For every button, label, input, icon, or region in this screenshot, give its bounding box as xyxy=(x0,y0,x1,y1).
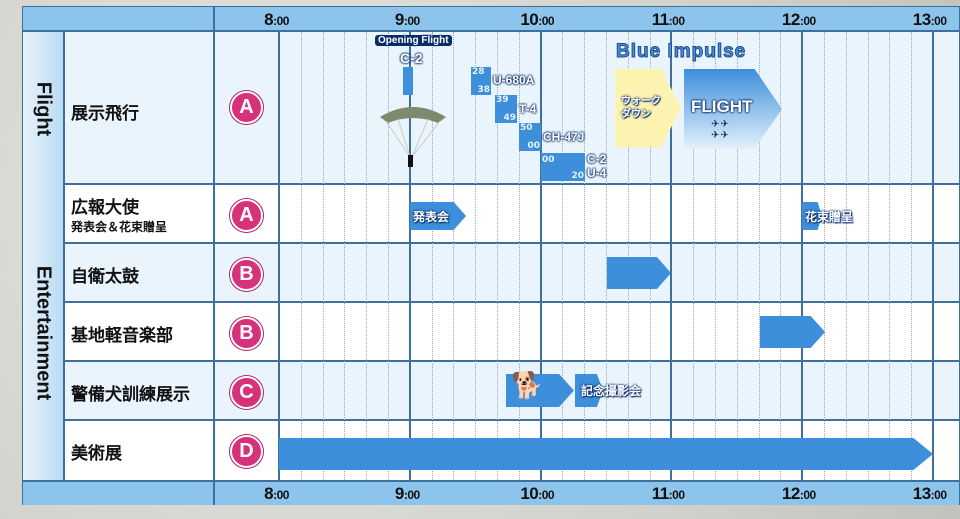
footer-time-label: 10:00 xyxy=(520,484,555,503)
hour-line xyxy=(932,32,934,480)
ten-minute-line xyxy=(758,32,760,480)
row-label: 展示飛行 xyxy=(71,104,139,124)
hour-line xyxy=(539,32,542,480)
footer-time-bar xyxy=(23,480,959,505)
ten-minute-line xyxy=(562,32,564,480)
art-exhibit-arrow xyxy=(279,438,933,470)
ten-minute-line xyxy=(627,32,629,480)
hour-line xyxy=(670,32,673,480)
area-badge: B xyxy=(230,317,263,350)
plane-label: U-4 xyxy=(587,166,607,180)
divider xyxy=(213,7,215,505)
slot-ch47j: 50 00 xyxy=(519,123,541,151)
area-badge: D xyxy=(230,435,263,468)
area-badge: C xyxy=(230,376,263,409)
bouquet-label: 花束贈呈 xyxy=(805,210,854,224)
jets-icon: ✈✈ ✈✈ xyxy=(711,119,730,141)
ten-minute-line xyxy=(388,32,389,480)
walkdown-label: ウォーク ダウン xyxy=(621,96,661,120)
ten-minute-line xyxy=(845,32,847,480)
bouquet-arrow xyxy=(802,202,822,230)
ten-minute-line xyxy=(867,32,869,480)
hour-line xyxy=(278,32,280,480)
header-time-label: 8:00 xyxy=(264,10,289,29)
plane-label: U-680A xyxy=(493,73,535,87)
announcement-arrow xyxy=(410,202,466,230)
dog-demo-arrow xyxy=(506,374,574,407)
ten-minute-line xyxy=(889,32,891,480)
row-flight-display xyxy=(23,32,959,185)
flight-label: FLIGHT xyxy=(691,97,753,116)
slot-c2-u4: 00 20 xyxy=(541,153,585,181)
slot-u680a: 28 38 xyxy=(471,67,491,95)
ten-minute-line xyxy=(780,32,782,480)
slot-t4: 39 49 xyxy=(495,95,517,123)
ten-minute-line xyxy=(300,32,302,480)
area-badge: A xyxy=(230,199,263,232)
footer-time-label: 13:00 xyxy=(912,484,947,503)
dog-icon: 🐕 xyxy=(511,371,544,401)
row-label: 警備犬訓練展示 xyxy=(71,385,190,405)
area-badge: B xyxy=(230,258,263,291)
footer-time-label: 12:00 xyxy=(781,484,816,503)
opening-plane-label: C-2 xyxy=(400,50,423,66)
ten-minute-line xyxy=(911,32,913,480)
area-badge: A xyxy=(230,91,263,124)
footer-time-label: 11:00 xyxy=(651,484,685,503)
hour-line xyxy=(408,32,411,480)
hour-line xyxy=(801,32,804,480)
header-time-label: 10:00 xyxy=(520,10,555,29)
plane-label: T-4 xyxy=(519,102,537,116)
ten-minute-line xyxy=(715,32,716,480)
ten-minute-line xyxy=(366,32,368,480)
header-time-label: 13:00 xyxy=(912,10,947,29)
ten-minute-line xyxy=(824,32,825,480)
ten-minute-line xyxy=(518,32,520,480)
announcement-label: 発表会 xyxy=(413,210,450,224)
header-time-bar xyxy=(23,7,959,32)
row-label: 美術展 xyxy=(71,444,122,464)
header-time-label: 9:00 xyxy=(394,10,420,29)
photo-arrow xyxy=(575,374,603,407)
header-time-label: 11:00 xyxy=(651,10,685,29)
category-flight: Flight xyxy=(23,32,65,185)
ten-minute-line xyxy=(736,32,738,480)
plane-label: C-2 xyxy=(587,152,607,166)
row-label: 基地軽音楽部 xyxy=(71,326,173,346)
ten-minute-line xyxy=(431,32,433,480)
header-time-label: 12:00 xyxy=(781,10,816,29)
row-label: 自衛太鼓 xyxy=(71,267,139,287)
row-taiko xyxy=(23,244,959,303)
ten-minute-line xyxy=(649,32,651,480)
ten-minute-line xyxy=(475,32,477,480)
schedule-table: Flight Entertainment 8:00 8:00 9:00 9:00 10:… xyxy=(22,6,960,505)
ten-minute-line xyxy=(344,32,346,480)
ten-minute-line xyxy=(606,32,607,480)
opening-flight-bar xyxy=(403,67,413,95)
plane-label: CH-47J xyxy=(543,130,585,144)
opening-flight-label: Opening Flight xyxy=(375,35,452,46)
ten-minute-line xyxy=(322,32,324,480)
ten-minute-line xyxy=(453,32,455,480)
footer-time-label: 8:00 xyxy=(264,484,289,503)
footer-time-label: 9:00 xyxy=(394,484,420,503)
taiko-arrow xyxy=(607,257,671,289)
blue-impulse-title: Blue Impulse xyxy=(615,41,747,63)
band-arrow xyxy=(760,316,825,348)
ten-minute-line xyxy=(584,32,586,480)
ten-minute-line xyxy=(497,32,498,480)
photo-session-label: 記念撮影会 xyxy=(581,384,642,398)
ten-minute-line xyxy=(693,32,695,480)
category-entertainment: Entertainment xyxy=(23,185,65,480)
parachute-icon xyxy=(380,107,446,167)
row-label: 広報大使 発表会＆花束贈呈 xyxy=(71,198,168,234)
